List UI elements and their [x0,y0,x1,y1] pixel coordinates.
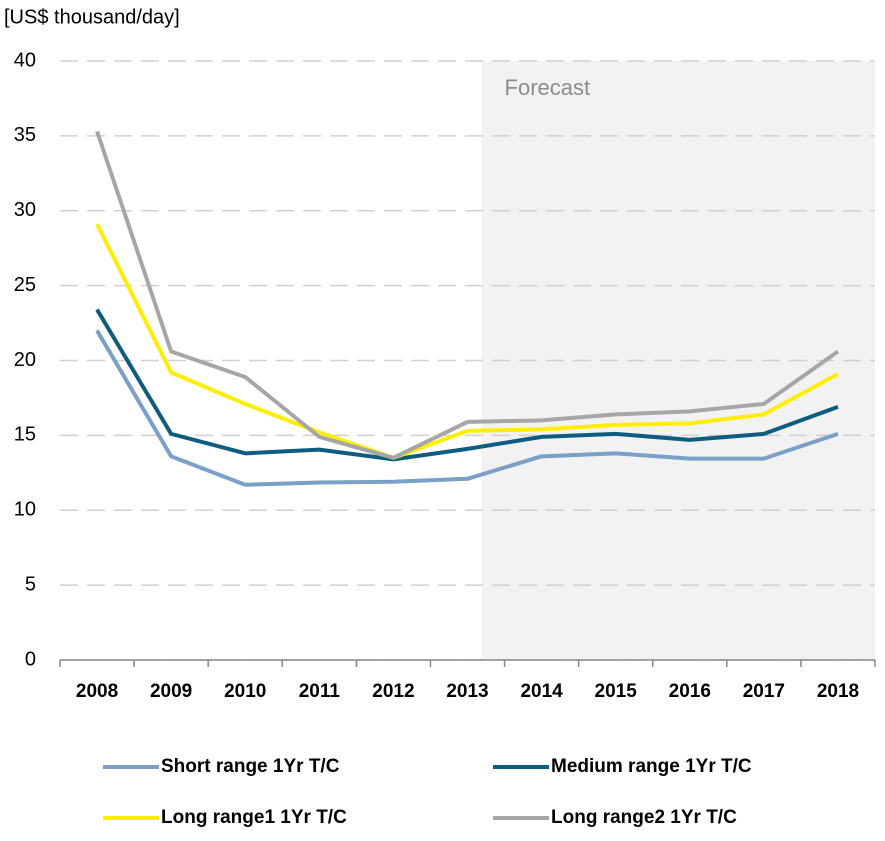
legend-label: Short range 1Yr T/C [161,756,340,777]
series-line [95,223,839,460]
x-tick-label: 2011 [299,681,341,702]
x-tick-label: 2017 [743,681,785,702]
x-tick-label: 2008 [76,681,118,702]
y-tick-label: 25 [14,274,36,296]
series-line [95,329,839,487]
legend-label: Long range2 1Yr T/C [551,807,737,828]
x-tick-label: 2010 [224,681,266,702]
y-tick-label: 40 [14,49,36,71]
y-tick-label: 15 [14,424,36,446]
x-tick-label: 2014 [520,681,563,702]
series-line [95,308,839,462]
y-tick-label: 35 [14,124,36,146]
x-tick-label: 2013 [446,681,488,702]
series-line [95,130,840,460]
legend-label: Medium range 1Yr T/C [551,756,752,777]
y-tick-label: 5 [25,573,36,595]
forecast-region [481,61,875,660]
y-tick-label: 30 [14,199,36,221]
x-tick-label: 2015 [595,681,638,702]
background-layer [481,61,875,660]
x-tick-label: 2016 [669,681,711,702]
y-tick-label: 20 [14,349,36,371]
legend-label: Long range1 1Yr T/C [161,807,347,828]
x-tick-label: 2012 [372,681,414,702]
y-axis-label: [US$ thousand/day] [4,6,180,28]
forecast-label: Forecast [505,75,591,100]
x-tick-label: 2009 [150,681,192,702]
y-tick-label: 0 [25,648,36,670]
y-tick-label: 10 [14,499,36,521]
x-tick-label: 2018 [817,681,859,702]
